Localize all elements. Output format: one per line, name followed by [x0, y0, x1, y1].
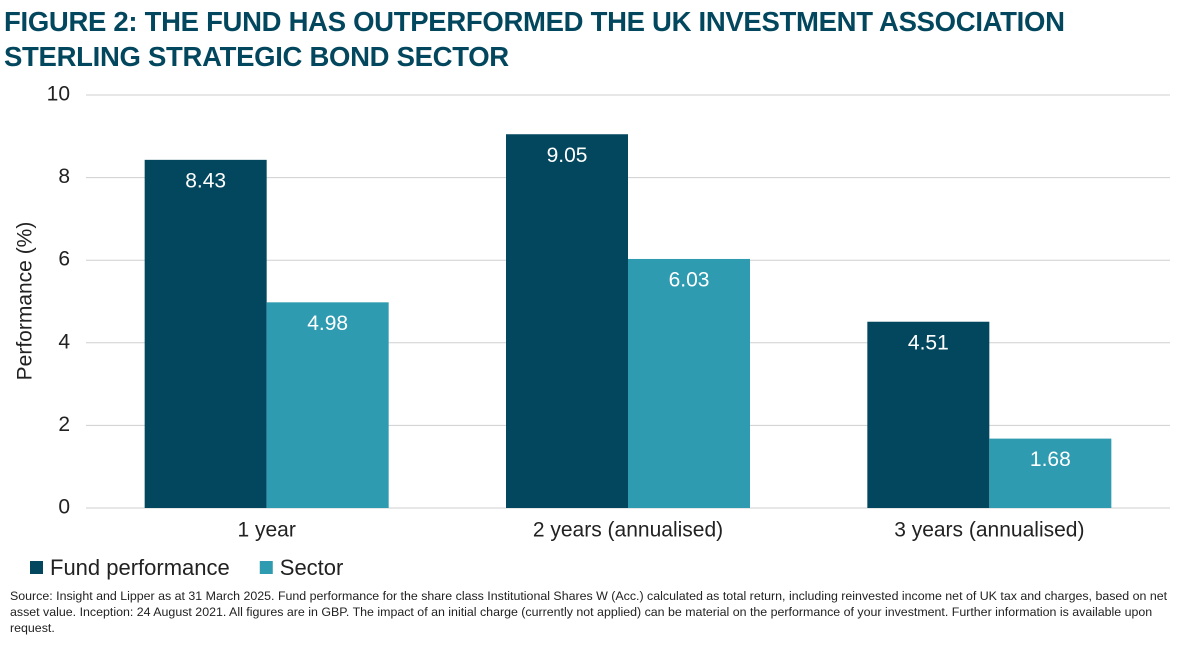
chart-title: FIGURE 2: THE FUND HAS OUTPERFORMED THE … — [4, 6, 1065, 72]
legend-swatch — [30, 561, 43, 574]
bar — [628, 258, 750, 508]
bar — [144, 159, 267, 508]
x-tick-label: 3 years (annualised) — [894, 519, 1084, 542]
data-label: 6.03 — [669, 269, 710, 292]
x-tick-label: 1 year — [237, 519, 295, 542]
x-tick-label: 2 years (annualised) — [533, 519, 723, 542]
data-label: 1.68 — [1030, 448, 1071, 471]
data-label: 9.05 — [547, 144, 588, 167]
y-tick-label: 10 — [47, 83, 70, 106]
y-axis-label: Performance (%) — [14, 222, 37, 381]
data-label: 8.43 — [185, 169, 226, 192]
bar — [266, 302, 389, 508]
bar — [867, 321, 990, 508]
y-tick-label: 2 — [58, 413, 70, 436]
chart: Performance (%) 0 2 4 6 8 10 1 year 8.43 4.98 2 y… — [14, 83, 1170, 580]
legend-label: Sector — [280, 555, 344, 580]
y-tick-label: 0 — [58, 496, 70, 519]
data-label: 4.98 — [307, 312, 348, 335]
y-tick-label: 6 — [58, 248, 70, 271]
y-tick-label: 4 — [58, 330, 70, 353]
legend-label: Fund performance — [50, 555, 230, 580]
source-note: Source: Insight and Lipper as at 31 Marc… — [10, 589, 1168, 635]
legend-swatch — [259, 561, 273, 574]
bar — [506, 134, 628, 509]
y-tick-label: 8 — [58, 165, 70, 188]
data-label: 4.51 — [908, 331, 949, 354]
bar — [989, 438, 1112, 508]
